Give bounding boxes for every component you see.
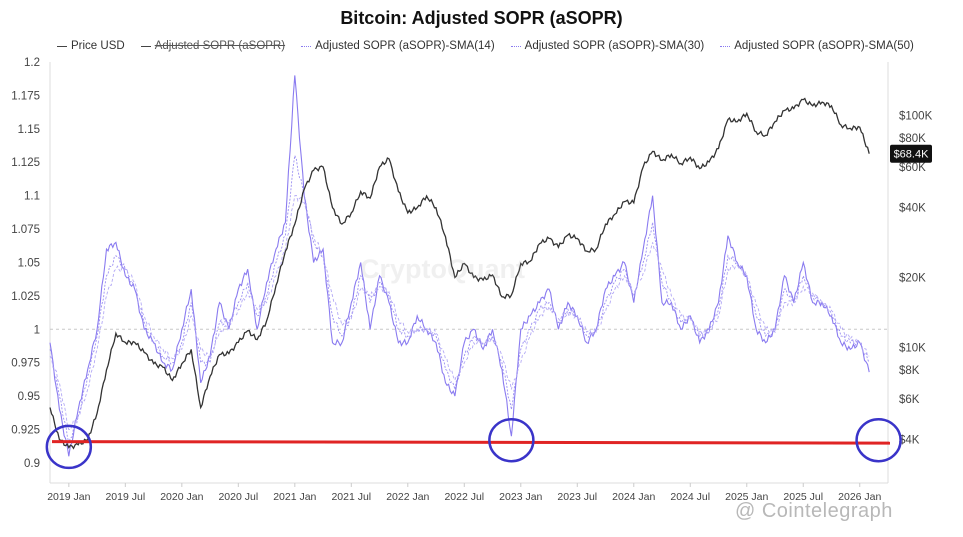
highlight-circle — [488, 417, 535, 463]
left-tick-label: 1.15 — [18, 124, 40, 136]
right-tick-label: $40K — [899, 203, 926, 215]
sma50-line — [49, 195, 870, 430]
legend-label: Adjusted SOPR (aSOPR) — [154, 40, 286, 52]
x-tick-label: 2024 Jan — [612, 491, 655, 503]
left-tick-label: 1.025 — [11, 291, 40, 303]
left-tick-label: 1.1 — [24, 191, 40, 203]
highlight-circle — [855, 417, 902, 463]
x-tick-label: 2023 Jul — [557, 491, 597, 503]
current-price-label: $68.4K — [894, 149, 930, 161]
right-tick-label: $20K — [899, 273, 926, 285]
legend-label: Price USD — [71, 40, 125, 52]
x-tick-label: 2021 Jan — [273, 491, 316, 503]
background-watermark: CryptoQuant — [360, 254, 525, 284]
left-tick-label: 1.2 — [24, 57, 40, 69]
legend-swatch — [301, 45, 312, 47]
x-tick-label: 2024 Jul — [670, 491, 710, 503]
left-tick-label: 0.975 — [11, 358, 40, 370]
legend-swatch — [510, 45, 521, 47]
x-tick-label: 2022 Jan — [386, 491, 429, 503]
legend-swatch — [720, 45, 731, 47]
right-tick-label: $6K — [899, 394, 920, 406]
right-tick-label: $10K — [899, 342, 926, 354]
legend-item[interactable]: Adjusted SOPR (aSOPR) — [140, 40, 286, 52]
left-tick-label: 0.9 — [24, 458, 40, 470]
left-tick-label: 0.95 — [18, 391, 40, 403]
right-tick-label: $4K — [899, 435, 920, 447]
legend-label: Adjusted SOPR (aSOPR)-SMA(50) — [734, 40, 914, 52]
x-tick-label: 2026 Jan — [838, 491, 881, 503]
left-tick-label: 1.05 — [18, 257, 40, 269]
legend-label: Adjusted SOPR (aSOPR)-SMA(14) — [315, 40, 495, 52]
x-tick-label: 2019 Jul — [105, 491, 145, 503]
x-tick-label: 2022 Jul — [444, 491, 484, 503]
current-price-badge — [890, 144, 932, 163]
x-tick-label: 2025 Jul — [783, 491, 823, 503]
left-tick-label: 1.125 — [11, 157, 40, 169]
legend-item[interactable]: Adjusted SOPR (aSOPR)-SMA(14) — [301, 40, 495, 52]
legend-item[interactable]: Adjusted SOPR (aSOPR)-SMA(50) — [720, 40, 914, 52]
legend-item[interactable]: Price USD — [57, 40, 125, 52]
x-tick-label: 2019 Jan — [47, 491, 90, 503]
right-tick-label: $60K — [899, 162, 926, 174]
price-line — [49, 97, 870, 450]
legend-swatch — [57, 45, 67, 47]
right-tick-label: $8K — [899, 365, 920, 377]
left-tick-label: 1.075 — [11, 224, 40, 236]
legend: Price USD Adjusted SOPR (aSOPR) Adjusted S… — [57, 40, 937, 52]
support-line — [51, 440, 891, 445]
x-tick-label: 2025 Jan — [725, 491, 768, 503]
x-tick-label: 2023 Jan — [499, 491, 542, 503]
legend-item[interactable]: Adjusted SOPR (aSOPR)-SMA(30) — [510, 40, 705, 52]
right-tick-label: $100K — [899, 110, 933, 122]
left-tick-label: 1 — [34, 324, 40, 336]
x-tick-label: 2021 Jul — [331, 491, 371, 503]
legend-label: Adjusted SOPR (aSOPR)-SMA(30) — [524, 40, 705, 52]
chart-title: Bitcoin: Adjusted SOPR (aSOPR) — [340, 8, 623, 28]
legend-swatch — [140, 45, 151, 47]
cointelegraph-watermark: @ Cointelegraph — [735, 500, 893, 522]
right-tick-label: $80K — [899, 133, 926, 145]
x-tick-label: 2020 Jan — [160, 491, 203, 503]
x-tick-label: 2020 Jul — [218, 491, 258, 503]
highlight-circle — [45, 424, 93, 470]
left-tick-label: 1.175 — [11, 90, 40, 102]
sma30-line — [49, 153, 870, 445]
left-tick-label: 0.925 — [11, 425, 40, 437]
